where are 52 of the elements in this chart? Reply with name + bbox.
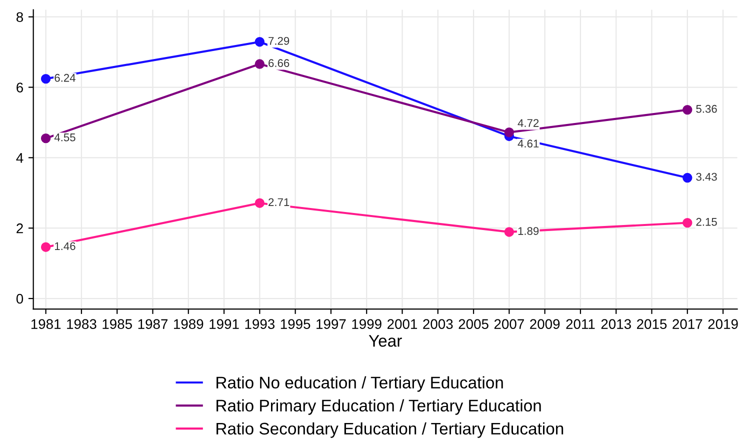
data-label: 4.61 xyxy=(518,140,539,148)
point xyxy=(504,127,514,138)
x-axis-title: Year xyxy=(368,335,402,347)
x-tick-label: 2015 xyxy=(637,319,667,329)
data-label: 1.46 xyxy=(55,242,76,250)
x-tick-label: 1987 xyxy=(138,319,168,329)
data-label: 7.29 xyxy=(268,36,290,45)
x-tick-label: 1995 xyxy=(280,319,310,329)
y-tick-label: 2 xyxy=(16,223,23,234)
x-tick-label: 2019 xyxy=(708,319,738,329)
data-label: 2.71 xyxy=(268,198,290,206)
data-label: 3.43 xyxy=(696,172,717,181)
point xyxy=(504,227,514,237)
data-label: 6.66 xyxy=(268,59,290,68)
point xyxy=(682,104,692,115)
x-tick-label: 2007 xyxy=(494,319,524,329)
data-label: 4.55 xyxy=(54,134,76,142)
point xyxy=(254,36,265,47)
point xyxy=(40,242,51,252)
legend-label: Ratio Primary Education / Tertiary Education xyxy=(216,399,541,415)
x-tick-label: 1997 xyxy=(316,319,346,329)
y-tick-label: 6 xyxy=(16,82,24,92)
data-label: 5.36 xyxy=(696,104,717,113)
data-label: 4.72 xyxy=(518,119,539,127)
x-tick-label: 1985 xyxy=(102,319,132,329)
y-tick-label: 4 xyxy=(16,153,24,163)
x-tick-label: 1993 xyxy=(245,319,275,329)
x-tick-label: 2011 xyxy=(566,319,595,329)
data-label: 6.24 xyxy=(54,74,76,82)
legend-label: Ratio Secondary Education / Tertiary Education xyxy=(216,422,564,438)
x-tick-label: 1989 xyxy=(174,319,204,329)
y-tick-label: 0 xyxy=(16,294,24,304)
x-tick-label: 2017 xyxy=(672,319,702,329)
data-label: 1.89 xyxy=(518,227,539,235)
point xyxy=(682,218,692,228)
x-tick-label: 2005 xyxy=(458,319,488,329)
x-tick-label: 1999 xyxy=(352,319,382,329)
x-tick-label: 1983 xyxy=(67,319,96,329)
x-tick-label: 1991 xyxy=(210,319,239,329)
x-tick-label: 2009 xyxy=(530,319,560,329)
point xyxy=(682,172,692,183)
point xyxy=(40,133,51,144)
point xyxy=(40,74,51,84)
data-label: 2.15 xyxy=(696,218,717,226)
point xyxy=(254,59,265,69)
x-tick-label: 2013 xyxy=(601,319,631,329)
y-tick-label: 8 xyxy=(16,12,24,22)
point xyxy=(254,198,265,208)
x-tick-label: 1981 xyxy=(31,319,61,329)
legend-label: Ratio No education / Tertiary Education xyxy=(216,376,503,392)
x-tick-label: 2001 xyxy=(388,319,418,329)
x-tick-label: 2003 xyxy=(423,319,453,329)
